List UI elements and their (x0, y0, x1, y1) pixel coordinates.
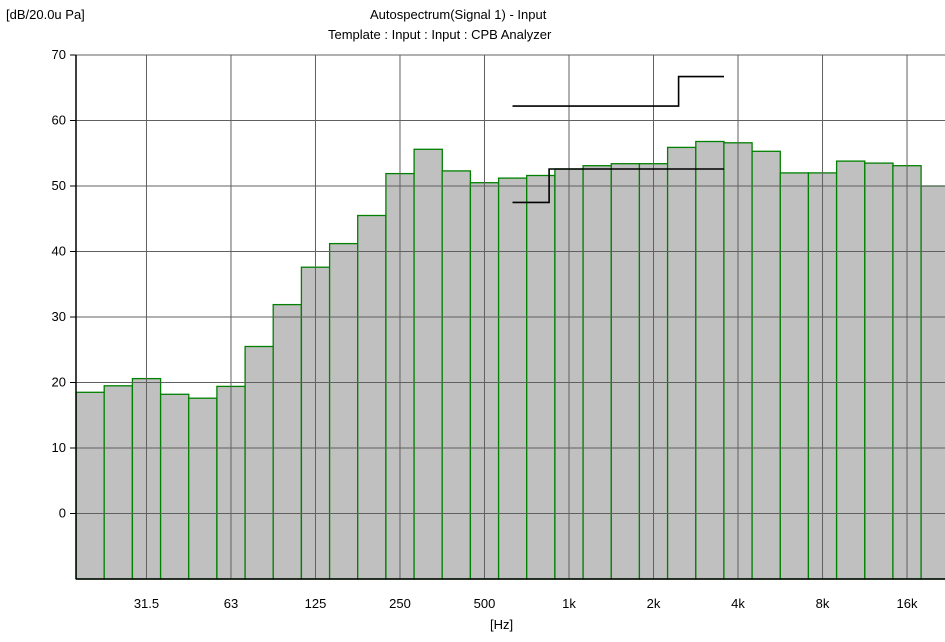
x-tick-label-500: 500 (474, 596, 496, 611)
bar-160 (328, 242, 359, 580)
bar-400 (441, 170, 472, 580)
chart-subtitle: Template : Input : Input : CPB Analyzer (328, 27, 552, 42)
y-tick-label-60: 60 (52, 113, 66, 128)
x-tick-label-63: 63 (224, 596, 238, 611)
bar-3.15k (695, 140, 725, 580)
bar-25 (103, 385, 134, 580)
y-tick-label-40: 40 (52, 244, 66, 259)
x-axis-unit-label: [Hz] (490, 617, 514, 632)
bar-200 (357, 214, 387, 580)
y-tick-label-0: 0 (59, 506, 66, 521)
y-tick-label-30: 30 (52, 309, 66, 324)
y-axis-unit-label: [dB/20.0u Pa] (6, 7, 85, 22)
x-tick-label-1k: 1k (562, 596, 576, 611)
x-tick-label-2k: 2k (647, 596, 661, 611)
bar-1.25k (582, 165, 612, 580)
bar-80 (244, 345, 274, 580)
bar-800 (526, 174, 556, 580)
y-tick-label-70: 70 (52, 47, 66, 62)
bar-5k (751, 150, 781, 580)
bar-630 (497, 177, 528, 580)
y-tick-label-20: 20 (52, 375, 66, 390)
bar-100 (272, 303, 303, 580)
bar-40 (159, 393, 190, 580)
bar-20 (75, 391, 105, 580)
x-tick-label-16k: 16k (897, 596, 918, 611)
x-tick-label-250: 250 (389, 596, 411, 611)
x-tick-label-31.5: 31.5 (134, 596, 159, 611)
x-tick-label-8k: 8k (816, 596, 830, 611)
bar-315 (413, 148, 443, 580)
chart-title: Autospectrum(Signal 1) - Input (370, 7, 547, 22)
bar-6.3k (779, 172, 810, 580)
x-tick-label-4k: 4k (731, 596, 745, 611)
bar-1.6k (610, 163, 641, 580)
bar-12.5k (864, 162, 894, 580)
bar-10k (835, 160, 866, 580)
reference-line-1 (512, 168, 724, 204)
x-tick-label-125: 125 (305, 596, 327, 611)
y-tick-label-50: 50 (52, 178, 66, 193)
bar-50 (188, 397, 218, 580)
bar-2.5k (666, 146, 697, 580)
y-tick-label-10: 10 (52, 440, 66, 455)
reference-line-2 (512, 75, 724, 107)
